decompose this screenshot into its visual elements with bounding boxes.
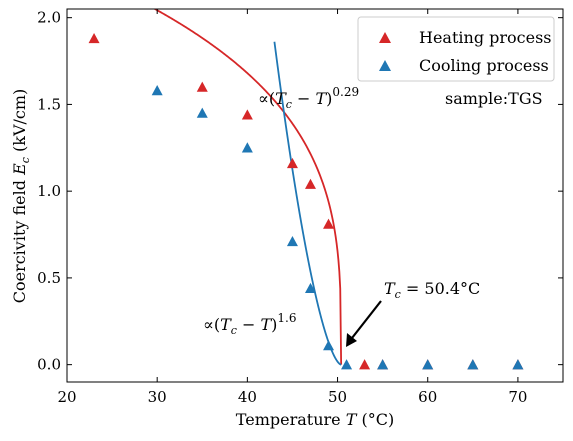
x-tick-label: 50 xyxy=(328,388,347,406)
cooling-data-point xyxy=(151,85,163,96)
legend-heating-label: Heating process xyxy=(419,28,552,47)
legend-cooling-marker xyxy=(379,60,391,71)
x-tick-label: 30 xyxy=(148,388,167,406)
y-tick-label: 1.0 xyxy=(37,182,61,200)
x-tick-label: 60 xyxy=(418,388,437,406)
x-tick-label: 70 xyxy=(508,388,527,406)
heating-data-point xyxy=(304,178,316,189)
legend-cooling-label: Cooling process xyxy=(419,56,549,75)
legend-heating-marker xyxy=(379,32,391,43)
legend: Heating process Cooling process xyxy=(357,16,555,82)
heating-data-point xyxy=(323,218,335,229)
cooling-data-point xyxy=(422,359,434,370)
cooling-data-point xyxy=(323,340,335,351)
sample-annotation: sample:TGS xyxy=(445,89,543,108)
fit-curves xyxy=(153,9,343,366)
cooling-data-point xyxy=(241,142,253,153)
y-tick-label: 1.5 xyxy=(37,95,61,113)
x-tick-label: 40 xyxy=(238,388,257,406)
legend-box xyxy=(357,16,555,82)
heating-fit-curve xyxy=(153,9,343,365)
tc-annotation: Tc = 50.4°C xyxy=(384,279,480,301)
x-axis-label: Temperature T (°C) xyxy=(236,410,394,429)
data-markers xyxy=(88,32,524,370)
cooling-data-point xyxy=(304,282,316,293)
heating-data-point xyxy=(241,109,253,120)
heating-data-point xyxy=(196,81,208,92)
cooling-data-point xyxy=(196,107,208,118)
tc-arrow-head xyxy=(346,333,357,347)
x-tick-label: 20 xyxy=(57,388,76,406)
y-tick-label: 0.5 xyxy=(37,269,61,287)
tc-arrow-shaft xyxy=(351,300,382,339)
axis-ticks: 20 30 40 50 60 70 0.0 0.5 1.0 1.5 2.0 xyxy=(37,9,563,406)
heating-data-point xyxy=(88,32,100,44)
cooling-data-point xyxy=(341,359,353,370)
heating-data-point xyxy=(359,359,371,370)
cooling-data-point xyxy=(512,359,524,370)
cooling-data-point xyxy=(286,235,298,247)
heating-fit-label: ∝(Tc − T)0.29 xyxy=(258,85,359,111)
plot-frame xyxy=(66,8,564,383)
y-axis-label: Coercivity field Ec (kV/cm) xyxy=(10,89,32,304)
cooling-fit-label: ∝(Tc − T)1.6 xyxy=(203,311,297,337)
heating-data-point xyxy=(286,157,298,169)
y-tick-label: 0.0 xyxy=(37,356,61,374)
y-tick-label: 2.0 xyxy=(37,9,61,27)
cooling-data-point xyxy=(377,359,389,370)
cooling-data-point xyxy=(467,359,479,370)
